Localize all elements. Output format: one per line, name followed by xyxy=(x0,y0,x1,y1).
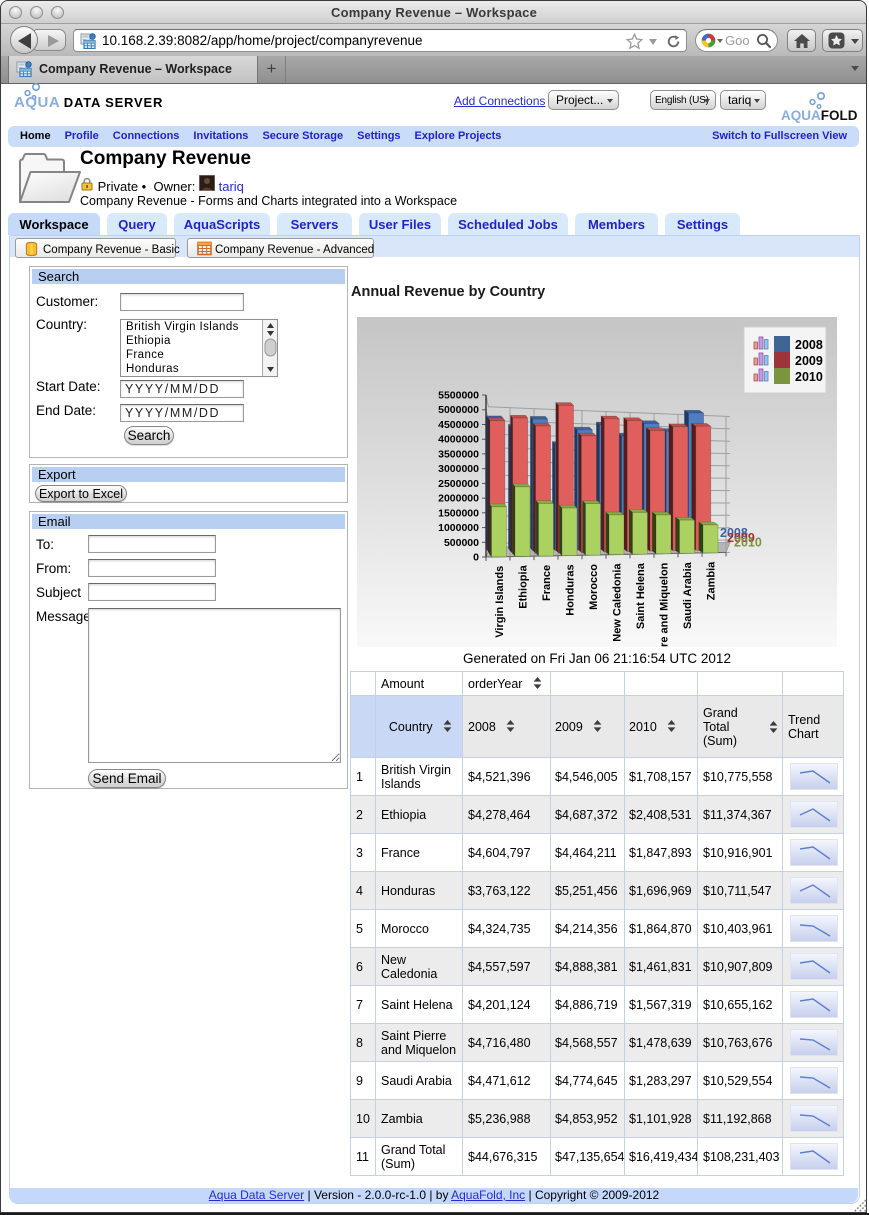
svg-text:Zambia: Zambia xyxy=(706,561,718,600)
svg-text:2009: 2009 xyxy=(795,354,823,368)
svg-text:Saint Helena: Saint Helena xyxy=(635,562,647,629)
svg-text:500000: 500000 xyxy=(444,537,479,549)
svg-text:1500000: 1500000 xyxy=(438,507,479,519)
svg-text:Honduras: Honduras xyxy=(565,564,577,615)
svg-text:France: France xyxy=(541,565,553,601)
svg-text:New Caledonia: New Caledonia xyxy=(612,563,624,642)
svg-text:2009: 2009 xyxy=(727,531,755,545)
svg-text:2008: 2008 xyxy=(720,526,748,540)
svg-text:2500000: 2500000 xyxy=(438,478,479,490)
svg-text:Morocco: Morocco xyxy=(588,564,600,610)
svg-text:2008: 2008 xyxy=(795,338,823,352)
svg-text:Ethiopia: Ethiopia xyxy=(518,564,530,608)
svg-text:0: 0 xyxy=(473,552,479,564)
svg-text:Virgin Islands: Virgin Islands xyxy=(494,566,506,638)
svg-text:2000000: 2000000 xyxy=(438,493,479,505)
svg-text:4000000: 4000000 xyxy=(438,434,479,446)
svg-text:rre and Miquelon: rre and Miquelon xyxy=(659,562,671,647)
svg-text:3000000: 3000000 xyxy=(438,463,479,475)
svg-text:5500000: 5500000 xyxy=(438,390,479,402)
svg-text:2010: 2010 xyxy=(734,536,762,550)
svg-text:1000000: 1000000 xyxy=(438,522,479,534)
svg-text:5000000: 5000000 xyxy=(438,404,479,416)
svg-text:3500000: 3500000 xyxy=(438,448,479,460)
svg-text:4500000: 4500000 xyxy=(438,419,479,431)
svg-text:2010: 2010 xyxy=(795,370,823,384)
svg-text:Saudi Arabia: Saudi Arabia xyxy=(682,561,694,629)
